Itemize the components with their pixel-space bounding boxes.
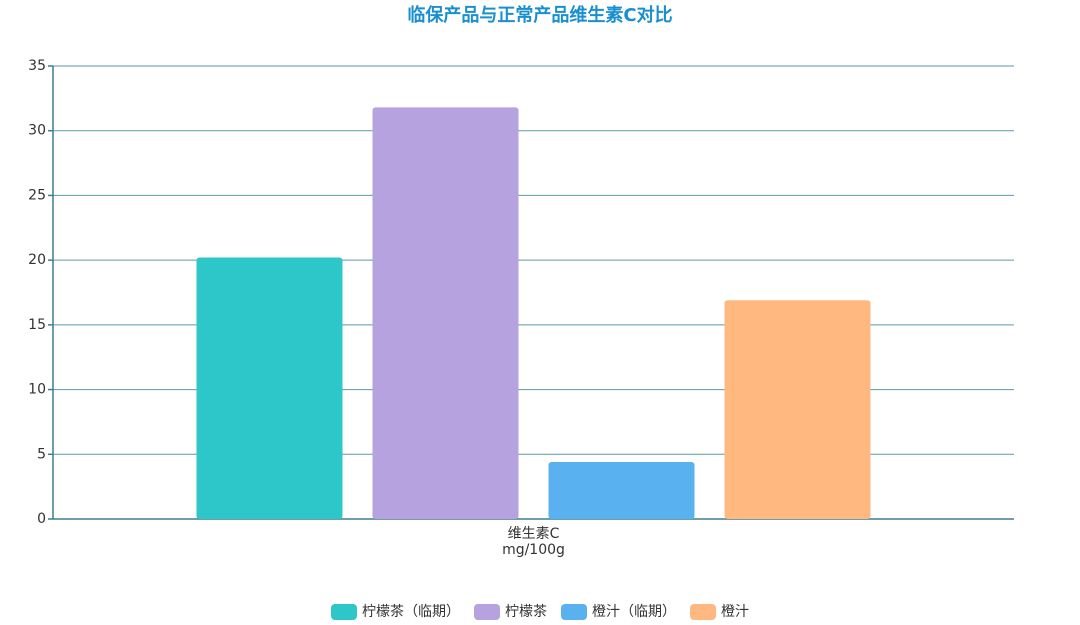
y-tick-label: 30 (28, 123, 46, 139)
legend-swatch (690, 604, 716, 620)
legend-swatch (474, 604, 500, 620)
legend-label: 柠檬茶 (505, 604, 547, 620)
bar (372, 107, 519, 519)
legend-swatch (561, 604, 587, 620)
y-tick-label: 5 (37, 446, 46, 462)
y-tick-label: 20 (28, 252, 46, 268)
chart-title: 临保产品与正常产品维生素C对比 (407, 4, 672, 26)
y-tick-label: 0 (37, 511, 46, 527)
legend-swatch (331, 604, 357, 620)
legend-label: 橙汁（临期） (592, 604, 676, 620)
y-tick-label: 10 (28, 382, 46, 398)
legend-label: 柠檬茶（临期） (362, 604, 460, 620)
y-tick-label: 25 (28, 187, 46, 203)
bar (548, 462, 695, 519)
y-tick-label: 35 (28, 58, 46, 74)
legend: 柠檬茶（临期） 柠檬茶 橙汁（临期） 橙汁 (331, 604, 749, 620)
bar (196, 257, 343, 519)
y-tick-label: 15 (28, 317, 46, 333)
x-axis-label: mg/100g (502, 542, 565, 558)
x-tick-label: 维生素C (508, 526, 560, 542)
legend-label: 橙汁 (721, 604, 749, 620)
bar (724, 300, 871, 519)
